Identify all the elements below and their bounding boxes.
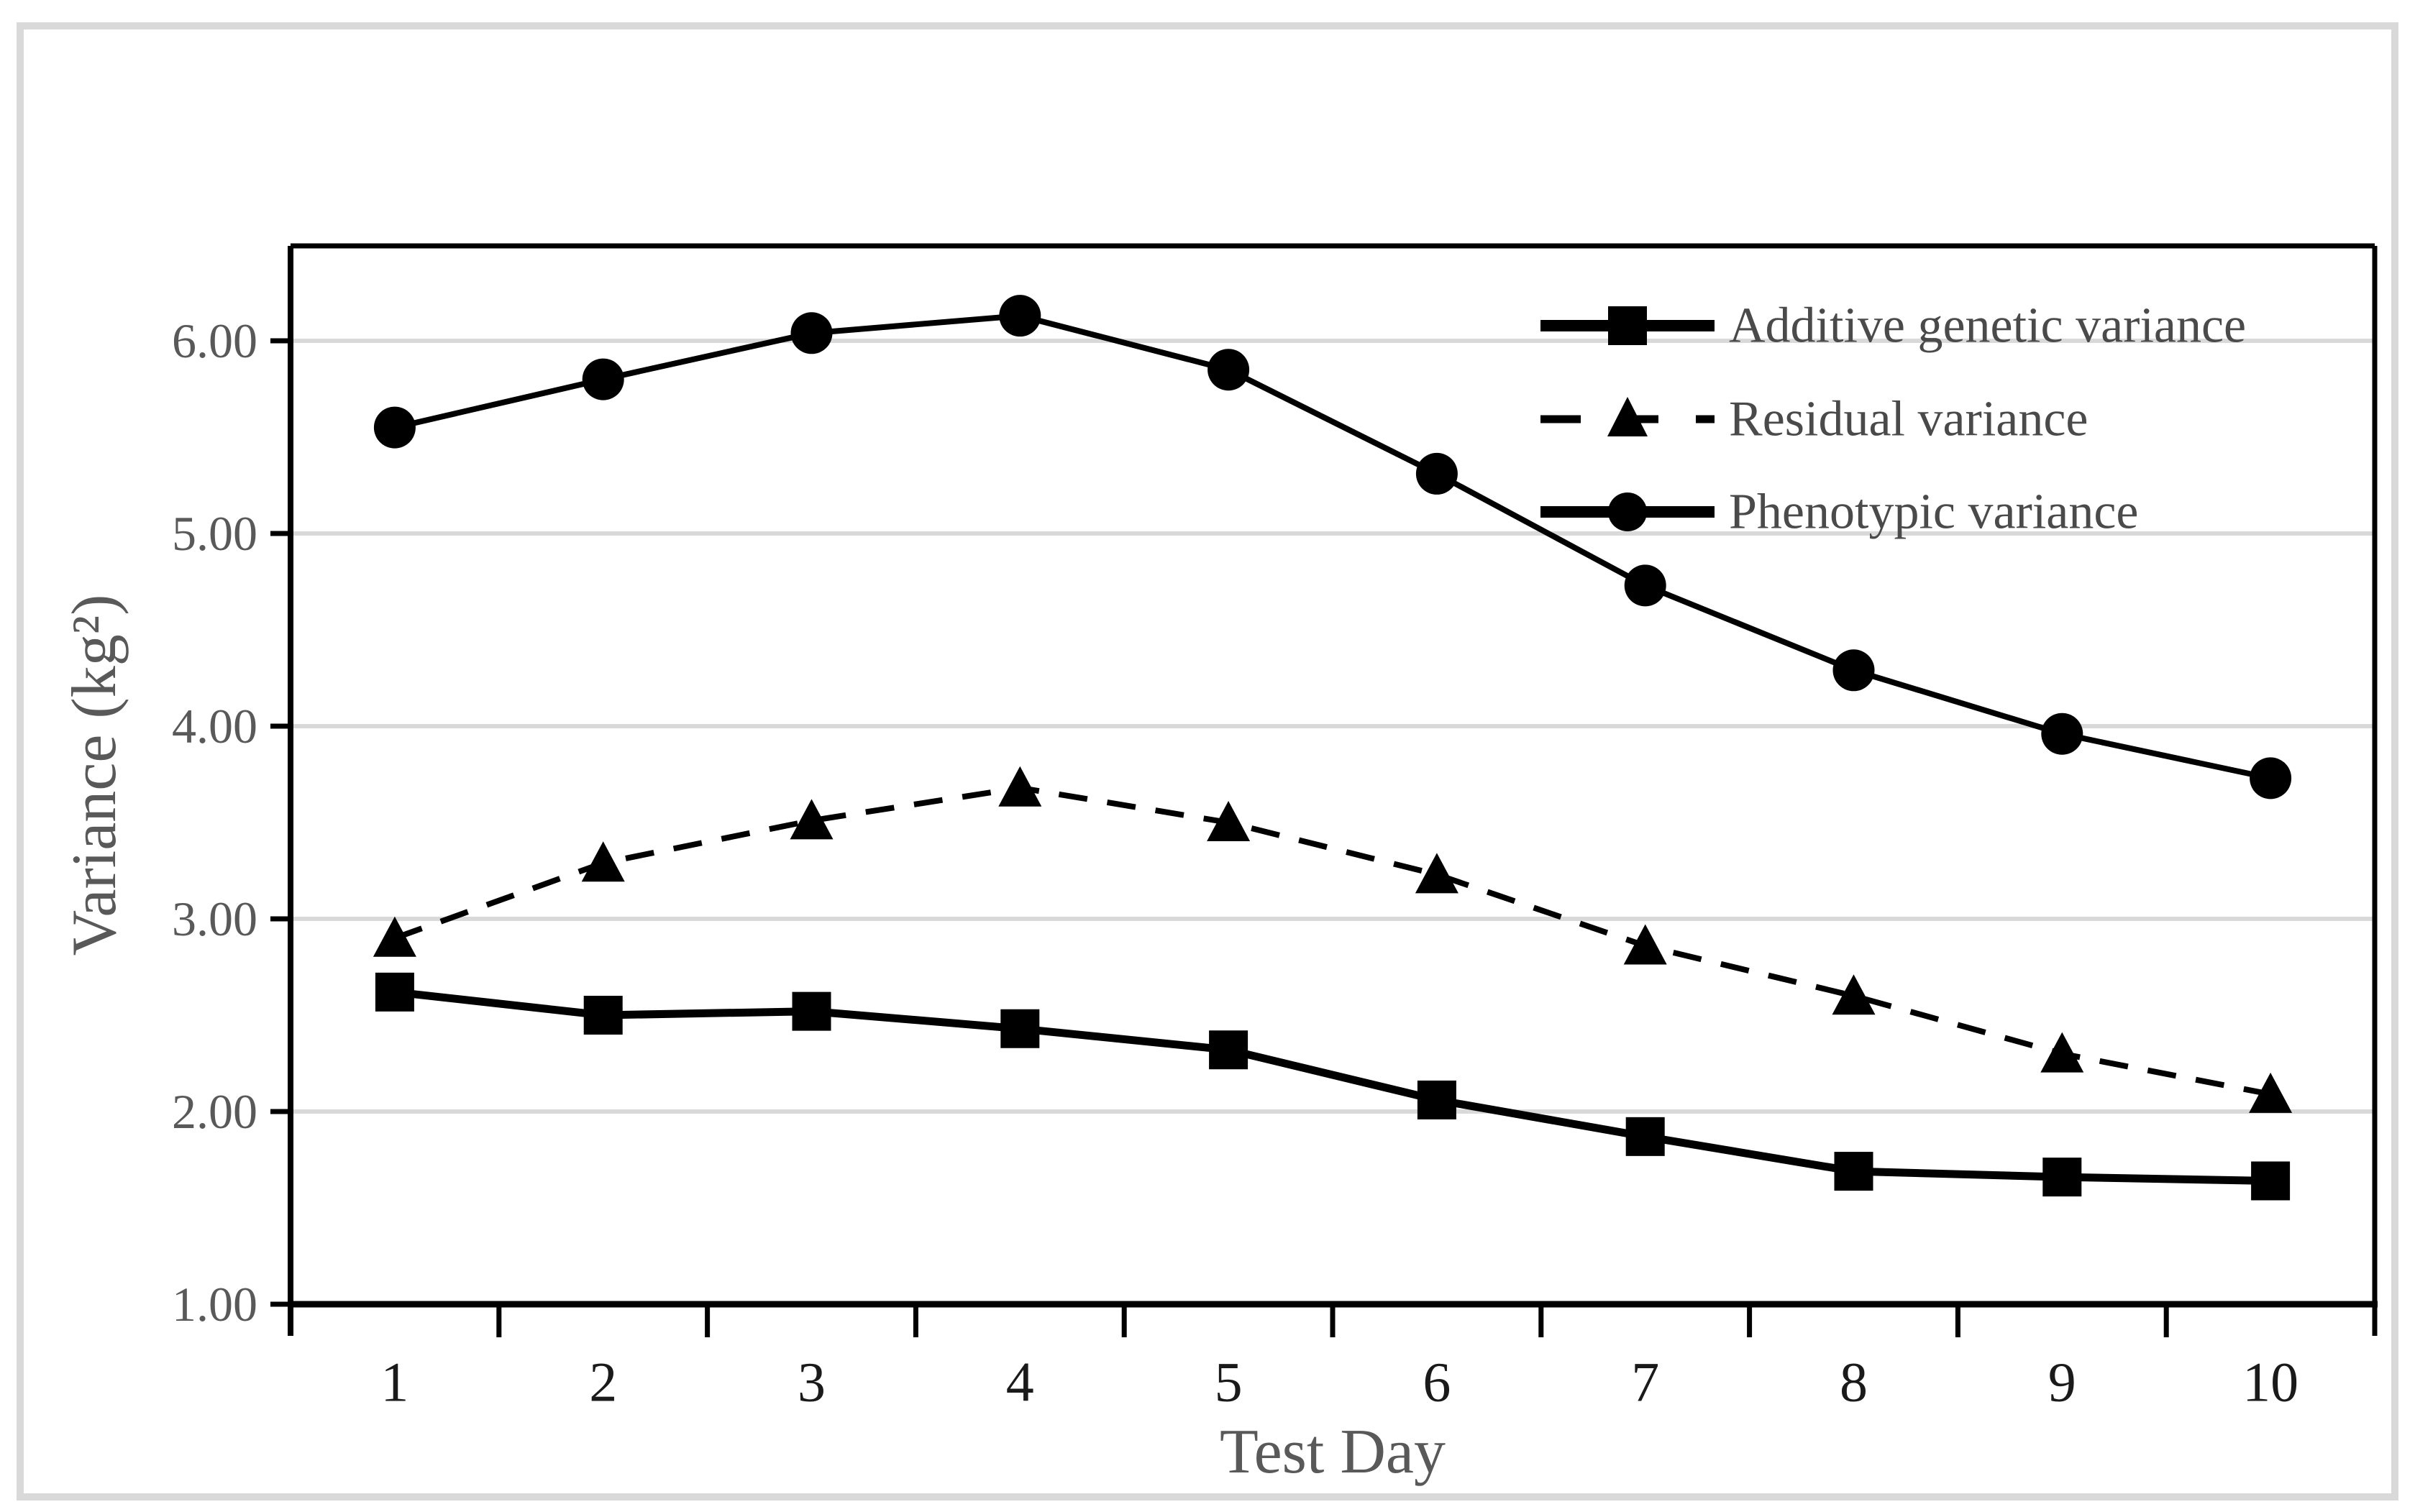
square-marker-additive-genetic-variance-day-4 — [1000, 1009, 1040, 1048]
legend: Additive genetic variance Residual varia… — [1540, 298, 2246, 540]
x-tick-label-8: 8 — [1840, 1351, 1868, 1414]
circle-marker-phenotypic-variance-day-4 — [999, 295, 1041, 337]
square-marker-additive-genetic-variance-day-2 — [583, 996, 623, 1035]
circle-marker-phenotypic-variance-day-5 — [1208, 349, 1250, 391]
y-tick-label-6: 6.00 — [172, 313, 257, 368]
y-tick-label-5: 5.00 — [172, 506, 257, 561]
triangle-marker-residual-variance-day-1 — [373, 916, 416, 957]
series-line-residual-variance — [393, 784, 2271, 1097]
square-marker-additive-genetic-variance-day-7 — [1625, 1117, 1665, 1156]
legend-item-phenotypic: Phenotypic variance — [1540, 485, 2139, 540]
square-marker-additive-genetic-variance-day-1 — [375, 972, 414, 1012]
circle-marker-phenotypic-variance-day-6 — [1415, 452, 1458, 495]
x-tick-label-3: 3 — [798, 1351, 826, 1414]
x-axis-ticks — [496, 1304, 2169, 1337]
circle-marker-phenotypic-variance-day-2 — [582, 358, 624, 400]
triangle-marker-residual-variance-day-9 — [2040, 1032, 2084, 1073]
triangle-marker-residual-variance-day-10 — [2249, 1072, 2293, 1113]
triangle-marker-residual-variance-day-4 — [998, 766, 1042, 807]
legend-label-residual: Residual variance — [1729, 392, 2088, 447]
figure-frame — [17, 22, 2398, 1500]
y-tick-label-4: 4.00 — [172, 699, 257, 753]
triangle-marker-residual-variance-day-5 — [1207, 801, 1251, 841]
legend-label-additive: Additive genetic variance — [1729, 298, 2246, 354]
x-tick-label-6: 6 — [1423, 1351, 1451, 1414]
series-layer — [373, 295, 2293, 1201]
legend-square-marker-icon — [1608, 306, 1647, 345]
legend-label-phenotypic: Phenotypic variance — [1729, 485, 2139, 540]
x-tick-label-1: 1 — [380, 1351, 408, 1414]
square-marker-additive-genetic-variance-day-6 — [1417, 1080, 1456, 1119]
x-tick-label-7: 7 — [1631, 1351, 1659, 1414]
square-marker-additive-genetic-variance-day-5 — [1209, 1030, 1248, 1070]
x-tick-labels: 1 2 3 4 5 6 7 8 9 10 — [380, 1351, 2298, 1414]
y-tick-label-1: 1.00 — [172, 1277, 257, 1332]
legend-triangle-marker-icon — [1607, 397, 1648, 436]
square-marker-additive-genetic-variance-day-9 — [2042, 1158, 2082, 1197]
triangle-marker-residual-variance-day-3 — [790, 799, 834, 840]
circle-marker-phenotypic-variance-day-10 — [2250, 757, 2292, 799]
x-tick-label-5: 5 — [1215, 1351, 1243, 1414]
circle-marker-phenotypic-variance-day-9 — [2041, 713, 2083, 755]
circle-marker-phenotypic-variance-day-7 — [1624, 564, 1666, 607]
triangle-marker-residual-variance-day-6 — [1415, 853, 1458, 894]
circle-marker-phenotypic-variance-day-1 — [373, 406, 416, 449]
square-marker-additive-genetic-variance-day-3 — [792, 991, 831, 1031]
triangle-marker-residual-variance-day-8 — [1832, 974, 1876, 1015]
square-marker-additive-genetic-variance-day-10 — [2251, 1161, 2291, 1201]
y-axis-ticks — [270, 338, 291, 1307]
x-axis-title: Test Day — [1220, 1417, 1446, 1487]
circle-marker-phenotypic-variance-day-8 — [1832, 649, 1875, 692]
series-line-phenotypic-variance — [393, 313, 2271, 782]
x-tick-label-4: 4 — [1006, 1351, 1034, 1414]
y-tick-label-2: 2.00 — [172, 1084, 257, 1139]
legend-circle-marker-icon — [1608, 492, 1647, 531]
y-tick-labels: 6.00 5.00 4.00 3.00 2.00 1.00 — [172, 313, 257, 1332]
x-tick-label-2: 2 — [589, 1351, 617, 1414]
circle-marker-phenotypic-variance-day-3 — [790, 312, 833, 354]
series-line-additive-genetic-variance — [394, 988, 2271, 1185]
y-tick-label-3: 3.00 — [172, 892, 257, 946]
y-axis-title: Variance (kg²) — [60, 595, 129, 956]
x-tick-label-9: 9 — [2048, 1351, 2076, 1414]
square-marker-additive-genetic-variance-day-8 — [1834, 1152, 1873, 1191]
triangle-marker-residual-variance-day-2 — [581, 841, 625, 882]
legend-item-residual: Residual variance — [1540, 392, 2088, 447]
triangle-marker-residual-variance-day-7 — [1623, 924, 1667, 965]
x-tick-label-10: 10 — [2242, 1351, 2298, 1414]
legend-item-additive: Additive genetic variance — [1540, 298, 2246, 354]
